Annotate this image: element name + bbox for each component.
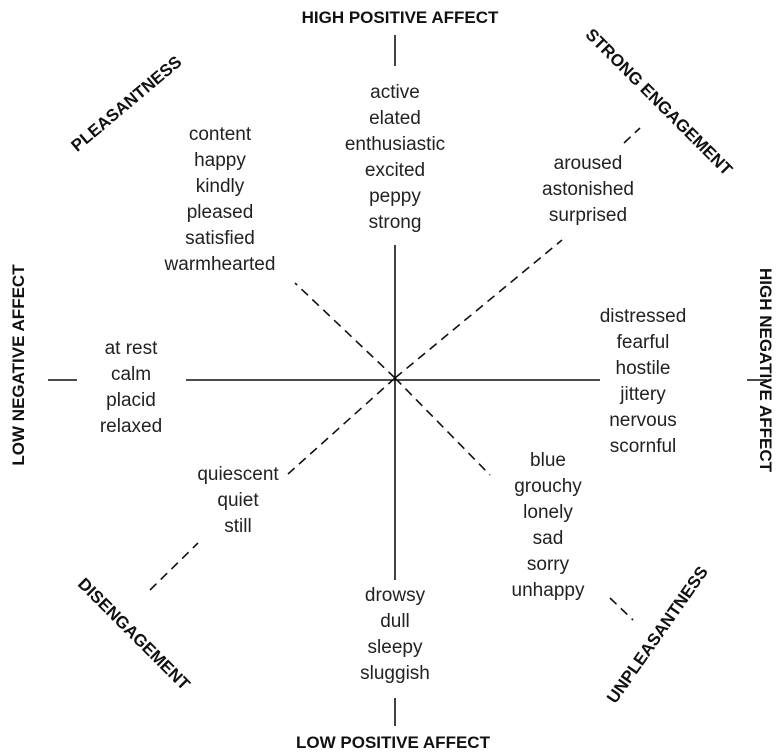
affect-word: drowsy (365, 585, 426, 606)
affect-word: satisfied (185, 228, 255, 249)
affect-word: at rest (105, 338, 159, 359)
affect-word: dull (380, 611, 410, 632)
axis-label: DISENGAGEMENT (74, 574, 194, 694)
affect-word: sad (533, 528, 564, 549)
axis-label: LOW NEGATIVE AFFECT (9, 264, 28, 466)
affect-word: strong (369, 212, 422, 233)
affect-word: placid (106, 390, 156, 411)
affect-word: quiescent (197, 464, 279, 485)
axis-label: HIGH NEGATIVE AFFECT (756, 268, 775, 473)
affect-word: pleased (187, 202, 254, 223)
affect-word: content (189, 124, 252, 145)
affect-word: calm (111, 364, 151, 385)
affect-word: kindly (196, 176, 245, 197)
affect-word: distressed (600, 306, 687, 327)
affect-word: peppy (369, 186, 421, 207)
affect-word: surprised (549, 205, 627, 226)
affect-word: nervous (609, 410, 677, 431)
diag-line (149, 542, 199, 591)
affect-word: sleepy (368, 637, 423, 658)
affect-word: sorry (527, 554, 570, 575)
diag-line (394, 377, 491, 476)
affect-word: blue (530, 450, 566, 471)
affect-word: excited (365, 160, 425, 181)
affect-word: fearful (617, 332, 670, 353)
diag-line (287, 377, 396, 475)
axis-label: LOW POSITIVE AFFECT (296, 733, 491, 752)
axis-label: UNPLEASANTNESS (603, 563, 712, 707)
affect-word: scornful (610, 436, 677, 457)
affect-word: astonished (542, 179, 634, 200)
axis-lines (48, 35, 767, 726)
affect-word: elated (369, 108, 421, 129)
affect-word: sluggish (360, 663, 430, 684)
diag-line (294, 282, 396, 379)
axis-label: HIGH POSITIVE AFFECT (302, 8, 499, 27)
affect-word: relaxed (100, 416, 162, 437)
affect-word: grouchy (514, 476, 582, 497)
affect-word: active (370, 82, 420, 103)
diag-line (623, 127, 641, 144)
affect-word: hostile (616, 358, 671, 379)
affect-word: quiet (217, 490, 259, 511)
affect-word: lonely (523, 502, 573, 523)
diag-line (394, 239, 563, 379)
affect-word: enthusiastic (345, 134, 445, 155)
affect-word: happy (194, 150, 246, 171)
diag-line (609, 597, 634, 621)
affect-word: jittery (619, 384, 666, 405)
affect-word: aroused (554, 153, 623, 174)
affect-word: still (224, 516, 251, 537)
axis-label: PLEASANTNESS (68, 52, 186, 155)
affect-word: warmhearted (164, 254, 276, 275)
affect-word: unhappy (512, 580, 585, 601)
